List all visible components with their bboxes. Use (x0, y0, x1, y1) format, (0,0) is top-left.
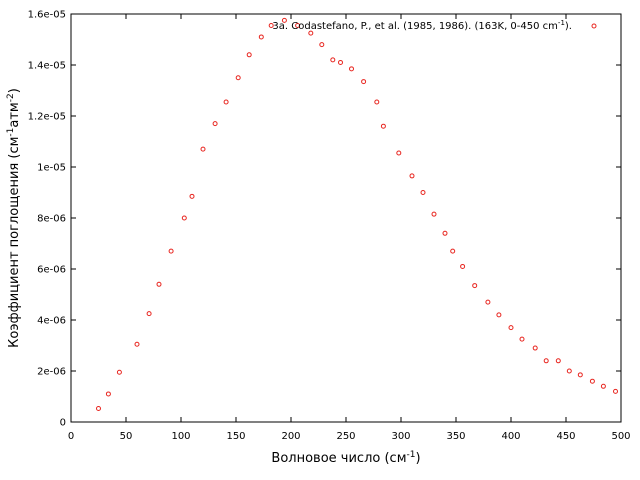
x-tick-label: 150 (226, 431, 245, 442)
data-point (472, 283, 478, 289)
data-point (396, 150, 402, 156)
data-point (105, 391, 111, 397)
y-tick-label: 4e-06 (37, 316, 66, 327)
x-tick-label: 500 (611, 431, 630, 442)
data-point (431, 211, 437, 217)
data-point (330, 57, 336, 63)
data-point (380, 123, 386, 129)
data-point (281, 17, 287, 23)
data-point (519, 336, 525, 342)
data-point (116, 369, 122, 375)
data-point (543, 358, 549, 364)
legend-marker (591, 23, 597, 29)
data-point (235, 75, 241, 81)
y-axis-label: Коэффициент поглощения (см-1атм-2) (6, 88, 22, 348)
data-point (361, 79, 367, 85)
x-axis-label: Волновое число (см-1) (271, 450, 420, 466)
y-tick-label: 8e-06 (37, 214, 66, 225)
data-point (268, 22, 274, 28)
data-point (532, 345, 538, 351)
legend: 3a. Codastefano, P., et al. (1985, 1986)… (272, 19, 597, 32)
plot-frame (70, 13, 622, 423)
data-point (409, 173, 415, 179)
legend-label: 3a. Codastefano, P., et al. (1985, 1986)… (272, 19, 572, 32)
y-tick-label: 1.2e-05 (28, 112, 66, 123)
data-point (566, 368, 572, 374)
data-point (338, 59, 343, 65)
data-point (600, 383, 606, 389)
x-tick-label: 350 (446, 431, 465, 442)
data-point (420, 190, 426, 195)
data-point (156, 281, 162, 287)
y-axis-ticks: 0 2e-06 4e-06 6e-06 8e-06 1e-05 1.2e-05 1.4e-05… (28, 10, 621, 429)
x-tick-label: 450 (556, 431, 575, 442)
x-tick-label: 300 (391, 431, 410, 442)
data-point (308, 30, 314, 36)
x-tick-label: 400 (501, 431, 520, 442)
y-tick-label: 1e-05 (37, 163, 66, 174)
data-point (189, 193, 195, 199)
data-point (181, 215, 187, 221)
data-point (374, 99, 380, 105)
data-point (212, 121, 218, 127)
data-point (485, 299, 491, 305)
x-tick-label: 0 (68, 431, 74, 442)
data-point (450, 248, 456, 254)
data-point (319, 42, 325, 48)
data-point (613, 388, 618, 394)
y-tick-label: 1.4e-05 (28, 61, 66, 72)
y-tick-label: 6e-06 (37, 265, 66, 276)
y-tick-label: 1.6e-05 (28, 10, 66, 21)
data-point (246, 52, 252, 58)
x-tick-label: 50 (120, 431, 133, 442)
data-point (460, 263, 466, 269)
data-point (96, 405, 101, 411)
x-axis-ticks: 0 50 100 150 200 250 300 350 400 450 500 (68, 14, 631, 442)
x-tick-label: 200 (281, 431, 300, 442)
data-point (146, 311, 152, 317)
data-point (577, 372, 583, 378)
data-point (349, 66, 354, 72)
y-tick-label: 0 (60, 418, 66, 429)
data-point (295, 22, 301, 28)
x-tick-label: 250 (336, 431, 355, 442)
data-point (200, 146, 206, 152)
data-points (96, 17, 618, 411)
y-tick-label: 2e-06 (37, 367, 66, 378)
data-point (496, 312, 502, 318)
data-point (223, 99, 229, 105)
x-tick-label: 100 (171, 431, 190, 442)
data-point (134, 341, 140, 347)
data-point (589, 378, 595, 384)
data-point (442, 230, 448, 236)
data-point (555, 358, 561, 364)
data-point (258, 34, 264, 40)
data-point (168, 248, 174, 254)
data-point (508, 325, 514, 331)
